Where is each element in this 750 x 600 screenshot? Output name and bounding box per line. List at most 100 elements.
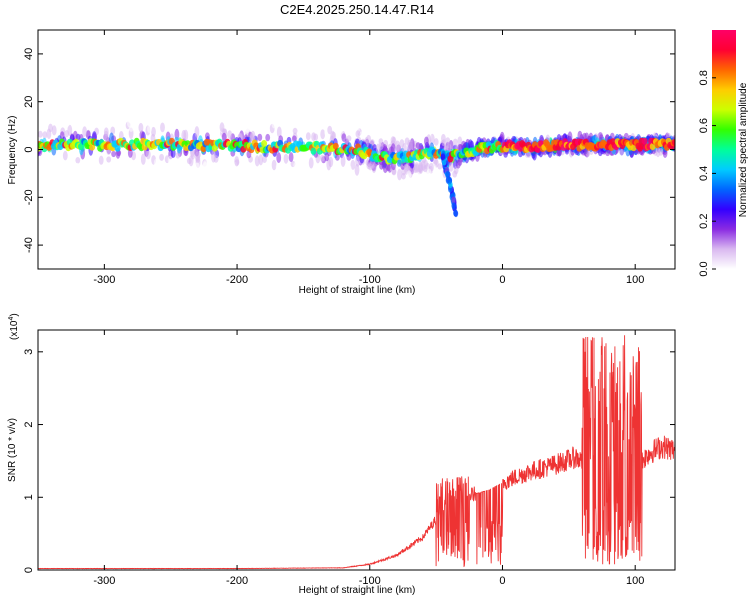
x-tick-label: -300	[93, 274, 115, 286]
spectrogram-point	[448, 162, 454, 172]
spectrogram-point	[213, 172, 219, 182]
spectrogram-point	[108, 175, 114, 185]
spectrogram-point	[145, 65, 150, 73]
spectrogram-point	[81, 109, 87, 119]
spectrogram-point	[170, 174, 176, 186]
spectrogram-point	[111, 150, 116, 158]
spectrogram-point	[285, 173, 290, 184]
spectrogram-point	[85, 110, 91, 119]
spectrogram-point	[220, 90, 225, 97]
spectrogram-point	[129, 78, 134, 89]
snr-x-ticks: -300 -200 -100 0 100	[93, 330, 644, 587]
spectrogram-point	[287, 100, 293, 109]
y-tick-label: 3	[23, 349, 35, 355]
spectrogram-point	[42, 160, 48, 169]
spectrogram-point	[72, 228, 78, 239]
spectrogram-point	[53, 52, 58, 63]
spectrogram-point	[208, 215, 214, 228]
spectrogram-point	[293, 161, 299, 169]
spectrogram-point	[619, 149, 624, 156]
spectrogram-point	[110, 232, 116, 240]
spectrogram-point	[114, 204, 120, 212]
spectrogram-point	[146, 186, 152, 196]
spectrogram-point	[202, 224, 208, 234]
spectrogram-point	[185, 100, 190, 107]
spectrogram-point	[457, 136, 463, 146]
spectrogram-point	[227, 107, 232, 118]
spectrogram-point	[291, 135, 297, 142]
spectrogram-point	[406, 170, 412, 179]
spectrogram-point	[258, 65, 264, 76]
spectrogram-point	[128, 125, 134, 132]
spectrogram-point	[318, 235, 324, 245]
spectrogram-point	[518, 149, 523, 158]
spectrogram-point	[96, 202, 101, 211]
snr-multiplier-exp: 4	[8, 317, 15, 321]
spectrogram-point	[202, 240, 208, 248]
spectrogram-point	[333, 217, 339, 224]
spectrogram-point	[45, 167, 50, 177]
spectrogram-feature-point	[447, 176, 453, 184]
spectrogram-point	[338, 126, 344, 134]
spectrogram-point	[238, 181, 244, 188]
spectrogram-point	[114, 158, 120, 166]
snr-x-axis-label: Height of straight line (km)	[299, 585, 416, 596]
spectrogram-point	[238, 64, 244, 71]
spectrogram-point	[255, 122, 261, 130]
spectrogram-point	[276, 126, 282, 138]
colorbar-tick-label: 0.8	[698, 70, 710, 85]
spectrogram-point	[77, 175, 83, 185]
spectrogram-point	[65, 120, 70, 127]
spectrogram-point	[82, 126, 87, 137]
spectrogram-point	[226, 169, 232, 178]
spectrogram-x-ticks: -300 -200 -100 0 100	[93, 30, 644, 286]
spectrogram-point	[203, 177, 209, 187]
spectrogram-point	[165, 167, 171, 174]
y-tick-label: 0	[23, 146, 35, 152]
spectrogram-point	[300, 112, 306, 123]
spectrogram-point	[154, 114, 160, 124]
spectrogram-point	[66, 178, 72, 187]
spectrogram-point	[62, 150, 68, 161]
spectrogram-point	[241, 99, 246, 112]
spectrogram-point	[345, 94, 350, 103]
spectrogram-point	[209, 95, 215, 105]
snr-panel: -300 -200 -100 0 100 0 1 2 3 Height of straight…	[7, 313, 676, 596]
spectrogram-point	[342, 166, 348, 175]
spectrogram-point	[271, 118, 277, 129]
spectrogram-point	[319, 185, 324, 192]
spectrogram-point	[346, 135, 352, 142]
spectrogram-y-ticks: -40 -20 0 20 40	[23, 48, 675, 253]
colorbar-tick-label: 0.0	[698, 261, 710, 276]
spectrogram-point	[181, 117, 187, 128]
spectrogram-point	[346, 66, 352, 76]
spectrogram-point	[107, 94, 113, 105]
spectrogram-point	[244, 102, 250, 109]
spectrogram-point	[416, 172, 422, 179]
x-tick-label: 100	[626, 274, 644, 286]
spectrogram-point	[353, 204, 359, 217]
spectrogram-point	[112, 102, 118, 113]
spectrogram-ridge-point	[649, 143, 656, 150]
spectrogram-point	[408, 140, 414, 152]
spectrogram-point	[292, 127, 298, 135]
spectrogram-point	[231, 94, 237, 104]
spectrogram-point	[320, 129, 326, 140]
spectrogram-point	[194, 162, 200, 169]
spectrogram-point	[97, 167, 103, 178]
colorbar: 0.0 0.2 0.4 0.6 0.8 Normalized spectral ampl…	[698, 30, 749, 277]
y-tick-label: -40	[23, 237, 35, 253]
spectrogram-point	[62, 214, 68, 224]
spectrogram-point	[328, 220, 334, 230]
spectrogram-point	[327, 171, 332, 182]
spectrogram-point	[296, 177, 302, 184]
spectrogram-point	[219, 105, 225, 116]
spectrogram-point	[175, 214, 181, 222]
spectrogram-point	[126, 117, 132, 128]
spectrogram-point	[286, 240, 292, 252]
spectrogram-point	[154, 237, 160, 248]
spectrogram-point	[395, 140, 400, 152]
colorbar-tick-label: 0.6	[698, 118, 710, 133]
spectrogram-point	[212, 212, 218, 225]
spectrogram-point	[175, 161, 181, 171]
